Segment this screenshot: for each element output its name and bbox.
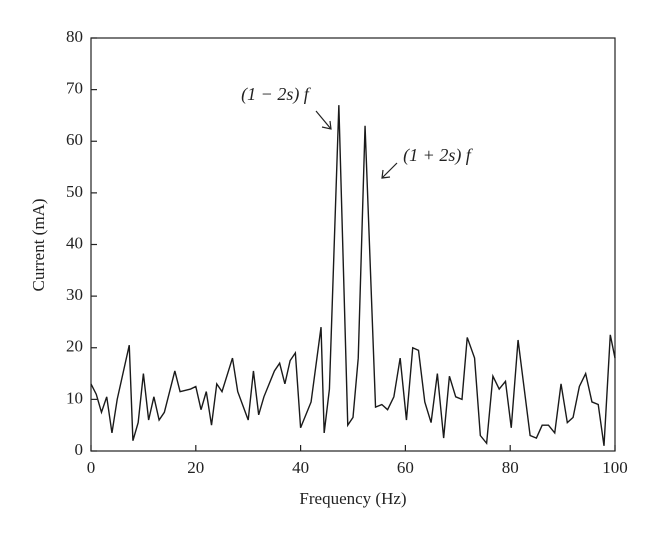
y-tick-label: 20 [66, 337, 83, 356]
y-tick-label: 0 [75, 440, 84, 459]
x-tick-label: 80 [502, 458, 519, 477]
x-tick-label: 60 [397, 458, 414, 477]
annotation: (1 + 2s) f [403, 145, 474, 166]
x-axis-label: Frequency (Hz) [299, 489, 406, 508]
x-tick-label: 40 [292, 458, 309, 477]
x-tick-label: 20 [187, 458, 204, 477]
annotation: (1 − 2s) f [241, 84, 312, 105]
data-line [90, 105, 616, 446]
x-tick-label: 0 [87, 458, 96, 477]
y-axis-label: Current (mA) [29, 198, 48, 291]
y-tick-label: 30 [66, 285, 83, 304]
y-tick-label: 80 [66, 27, 83, 46]
y-tick-label: 60 [66, 130, 83, 149]
y-tick-label: 10 [66, 388, 83, 407]
y-tick-label: 70 [66, 79, 83, 98]
x-tick-label: 100 [602, 458, 628, 477]
y-tick-label: 50 [66, 182, 83, 201]
y-tick-label: 40 [66, 233, 83, 252]
arrows [315, 110, 398, 179]
